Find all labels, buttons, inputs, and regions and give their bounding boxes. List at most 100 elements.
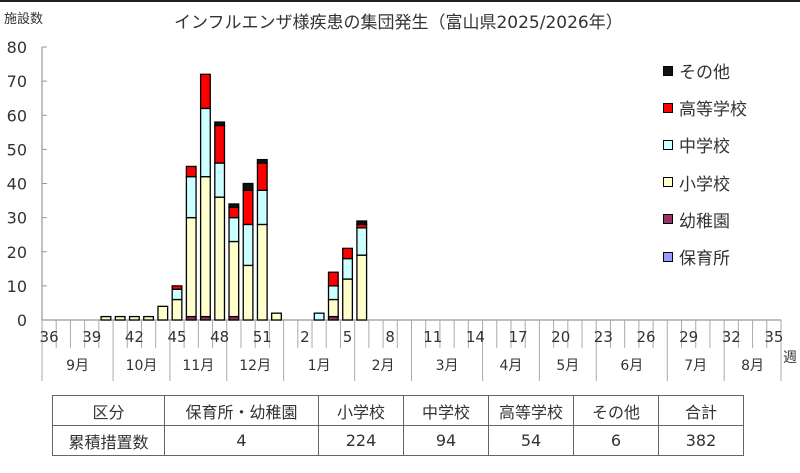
bar-segment <box>185 165 197 178</box>
legend-label: その他 <box>679 63 730 84</box>
month-label: 8月 <box>741 358 764 374</box>
month-label: 2月 <box>372 358 395 374</box>
header-elementary: 小学校 <box>318 395 404 426</box>
x-tick-label: 32 <box>722 328 741 346</box>
y-tick-label: 50 <box>7 140 27 159</box>
bar-segment <box>171 288 183 301</box>
row-label: 累積措置数 <box>52 425 165 456</box>
bar-segment <box>242 189 254 226</box>
stacked-bar-chart: 0 10 20 30 40 50 60 70 80 36 39 42 45 48 51 2 5 8 11 14 17 20… <box>7 38 797 381</box>
y-tick-label: 60 <box>7 106 27 125</box>
legend-swatch-icon <box>663 139 673 150</box>
legend-swatch-icon <box>663 251 673 262</box>
x-tick-label: 29 <box>679 328 698 346</box>
bar-segment <box>171 285 183 290</box>
month-label: 12月 <box>239 358 271 374</box>
month-label: 1月 <box>308 358 331 374</box>
bar-segment <box>157 305 169 321</box>
y-tick-label: 30 <box>7 209 27 228</box>
x-tick-label: 39 <box>82 328 101 346</box>
legend-label: 幼稚園 <box>679 211 730 232</box>
x-tick-label: 45 <box>167 328 186 346</box>
bar-segment <box>342 278 354 321</box>
month-label: 6月 <box>620 358 643 374</box>
header-category: 区分 <box>52 395 165 426</box>
x-tick-label: 36 <box>40 328 59 346</box>
value-other: 6 <box>573 425 659 456</box>
x-tick-label: 23 <box>594 328 613 346</box>
bar-segment <box>327 285 339 301</box>
y-tick-label: 70 <box>7 72 27 91</box>
x-tick-label: 20 <box>551 328 570 346</box>
summary-header-row: 区分 保育所・幼稚園 小学校 中学校 高等学校 その他 合計 <box>52 395 744 426</box>
y-tick-label: 0 <box>17 311 27 330</box>
legend-swatch-icon <box>663 102 673 113</box>
y-tick-label: 40 <box>7 175 27 194</box>
chart-legend: その他高等学校中学校小学校幼稚園保育所 <box>663 52 747 275</box>
legend-item: その他 <box>663 52 747 89</box>
legend-label: 高等学校 <box>679 100 747 121</box>
bar-segment <box>242 223 254 267</box>
header-other: その他 <box>573 395 659 426</box>
bar-segment <box>228 216 240 243</box>
value-high-school: 54 <box>488 425 574 456</box>
x-tick-label: 2 <box>300 328 310 346</box>
legend-label: 中学校 <box>679 137 730 158</box>
bar-segment <box>214 121 226 127</box>
y-tick-label: 20 <box>7 243 27 262</box>
value-junior-high: 94 <box>403 425 489 456</box>
legend-item: 高等学校 <box>663 89 747 126</box>
bar-segment <box>100 315 112 321</box>
month-label: 11月 <box>182 358 214 374</box>
bar-segment <box>214 124 226 164</box>
bar-segment <box>342 257 354 280</box>
value-nursery-kindergarten: 4 <box>164 425 319 456</box>
value-total: 382 <box>658 425 744 456</box>
bar-segment <box>327 298 339 318</box>
bar-segment <box>128 315 140 321</box>
month-label: 10月 <box>126 358 158 374</box>
bar-segment <box>228 240 240 318</box>
bar-segment <box>228 203 240 209</box>
bar-segment <box>214 162 226 198</box>
legend-swatch-icon <box>663 65 673 76</box>
x-tick-label: 35 <box>764 328 783 346</box>
top-border <box>0 0 800 2</box>
x-tick-label: 14 <box>466 328 485 346</box>
legend-item: 小学校 <box>663 164 747 201</box>
header-high-school: 高等学校 <box>488 395 574 426</box>
bar-segment <box>313 312 325 321</box>
bar-segment <box>185 176 197 219</box>
x-tick-label: 11 <box>423 328 442 346</box>
bar-segment <box>356 254 368 321</box>
bar-segment <box>271 312 282 321</box>
legend-swatch-icon <box>663 177 673 188</box>
month-label: 7月 <box>684 358 707 374</box>
summary-value-row: 累積措置数 4 224 94 54 6 382 <box>52 425 744 456</box>
bar-segment <box>114 315 126 321</box>
legend-swatch-icon <box>663 214 673 225</box>
month-label: 4月 <box>500 358 523 374</box>
chart-title: インフルエンザ様疾患の集団発生（富山県2025/2026年） <box>174 13 623 33</box>
x-tick-label: 8 <box>385 328 395 346</box>
legend-item: 保育所 <box>663 238 747 275</box>
x-tick-label: 48 <box>210 328 229 346</box>
bar-segment <box>242 182 254 191</box>
x-tick-label: 26 <box>636 328 655 346</box>
bar-segment <box>199 107 211 178</box>
bar-segment <box>256 223 268 321</box>
legend-label: 保育所 <box>679 249 730 270</box>
bar-segment <box>327 271 339 287</box>
x-tick-label: 5 <box>343 328 353 346</box>
y-tick-label: 10 <box>7 277 27 296</box>
bar-segment <box>199 176 211 318</box>
bar-segment <box>342 247 354 260</box>
bar-segment <box>171 298 183 321</box>
month-label: 9月 <box>66 358 89 374</box>
bar-segment <box>228 206 240 219</box>
legend-label: 小学校 <box>679 174 730 195</box>
x-axis-title: 週 <box>783 350 797 366</box>
bar-segment <box>256 162 268 191</box>
bar-segment <box>185 216 197 318</box>
header-total: 合計 <box>658 395 744 426</box>
